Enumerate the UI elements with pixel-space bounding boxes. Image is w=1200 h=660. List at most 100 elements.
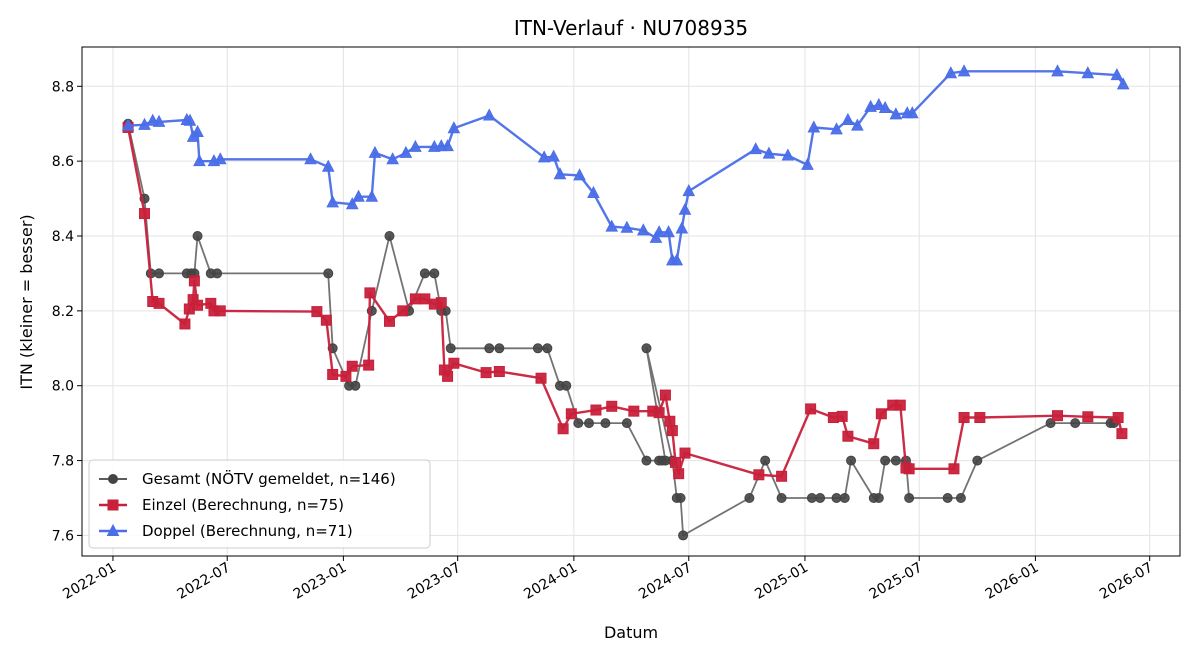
data-point-doppel (905, 106, 919, 119)
data-point-gesamt (561, 380, 572, 391)
data-point-einzel (311, 306, 323, 318)
y-tick-label: 8.2 (52, 304, 74, 320)
data-point-einzel (1082, 411, 1094, 423)
data-point-einzel (1112, 412, 1124, 424)
data-point-einzel (448, 357, 460, 369)
data-point-einzel (974, 412, 986, 424)
data-point-einzel (664, 415, 676, 427)
data-point-einzel (875, 408, 887, 420)
data-point-doppel (675, 221, 689, 234)
legend-label-einzel: Einzel (Berechnung, n=75) (142, 496, 344, 514)
data-point-doppel (345, 197, 359, 210)
data-point-einzel (805, 403, 817, 415)
series-layer (121, 64, 1130, 541)
data-point-gesamt (873, 492, 884, 503)
x-tick-label: 2026-07 (1097, 560, 1156, 603)
data-point-doppel (1051, 64, 1064, 77)
data-point-einzel (1116, 428, 1128, 440)
data-point-gesamt (904, 492, 915, 503)
data-point-einzel (364, 287, 376, 299)
y-tick-label: 8.0 (52, 379, 74, 395)
data-point-gesamt (573, 418, 584, 429)
legend-label-gesamt: Gesamt (NÖTV gemeldet, n=146) (142, 469, 396, 488)
data-point-doppel (399, 145, 413, 158)
x-tick-label: 2023-07 (405, 560, 464, 603)
y-tick-label: 7.6 (52, 528, 74, 544)
data-point-einzel (363, 359, 375, 371)
legend-marker-doppel (106, 523, 120, 536)
data-point-doppel (587, 185, 600, 198)
data-point-einzel (442, 370, 454, 382)
data-point-doppel (537, 150, 551, 163)
data-point-gesamt (678, 530, 689, 541)
data-point-gesamt (641, 343, 652, 354)
x-tick-label: 2024-01 (521, 560, 580, 603)
plot-frame (81, 46, 1181, 557)
data-point-einzel (894, 399, 906, 411)
data-point-einzel (958, 412, 970, 424)
data-point-doppel (801, 157, 814, 170)
data-point-doppel (781, 148, 795, 161)
data-point-einzel (659, 389, 671, 401)
data-point-gesamt (621, 418, 632, 429)
data-point-einzel (903, 463, 915, 475)
data-point-doppel (670, 253, 684, 266)
data-point-doppel (121, 118, 135, 131)
data-point-gesamt (744, 492, 755, 503)
data-point-doppel (191, 124, 204, 137)
data-point-einzel (673, 468, 685, 480)
data-point-einzel (557, 423, 569, 435)
data-point-gesamt (542, 343, 553, 354)
data-point-doppel (605, 219, 619, 232)
data-point-einzel (409, 293, 421, 305)
data-point-einzel (653, 407, 665, 419)
data-point-gesamt (955, 492, 966, 503)
data-point-doppel (841, 112, 855, 125)
y-axis: 7.6 7.8 8.0 8.2 8.4 8.6 8.8 (52, 79, 82, 544)
data-point-doppel (878, 100, 892, 114)
data-point-einzel (670, 456, 682, 468)
data-point-doppel (636, 223, 650, 236)
data-point-doppel (1081, 66, 1095, 79)
data-point-einzel (340, 370, 352, 382)
data-point-gesamt (532, 343, 543, 354)
data-point-einzel (397, 305, 409, 317)
data-point-doppel (749, 142, 763, 155)
data-point-doppel (851, 118, 864, 131)
data-point-einzel (179, 318, 191, 330)
data-point-doppel (944, 66, 958, 79)
data-point-gesamt (429, 268, 440, 279)
data-point-gesamt (760, 455, 771, 466)
data-point-doppel (553, 167, 567, 180)
data-point-einzel (327, 368, 339, 380)
data-point-einzel (776, 470, 788, 482)
data-point-einzel (948, 463, 960, 475)
data-point-gesamt (350, 380, 361, 391)
data-point-gesamt (600, 418, 611, 429)
data-point-gesamt (776, 492, 787, 503)
data-point-gesamt (212, 268, 223, 279)
x-tick-label: 2026-01 (983, 560, 1042, 603)
data-point-doppel (547, 149, 560, 162)
data-point-doppel (213, 152, 227, 165)
data-point-doppel (152, 114, 166, 127)
data-point-gesamt (192, 231, 203, 242)
x-tick-label: 2023-01 (291, 560, 350, 603)
data-point-gesamt (384, 231, 395, 242)
y-tick-label: 8.6 (52, 154, 74, 170)
y-tick-label: 8.4 (52, 229, 74, 245)
x-tick-label: 2025-07 (867, 560, 926, 603)
y-axis-label: ITN (kleiner = besser) (17, 214, 36, 389)
data-point-doppel (193, 154, 206, 167)
data-point-gesamt (323, 268, 334, 279)
data-point-einzel (480, 367, 492, 379)
data-point-gesamt (942, 492, 953, 503)
data-point-doppel (482, 108, 496, 121)
series-line-gesamt (127, 123, 1114, 537)
data-point-einzel (346, 360, 358, 372)
data-point-einzel (666, 425, 678, 437)
data-point-gesamt (641, 455, 652, 466)
data-point-einzel (192, 299, 204, 311)
data-point-doppel (409, 139, 422, 152)
